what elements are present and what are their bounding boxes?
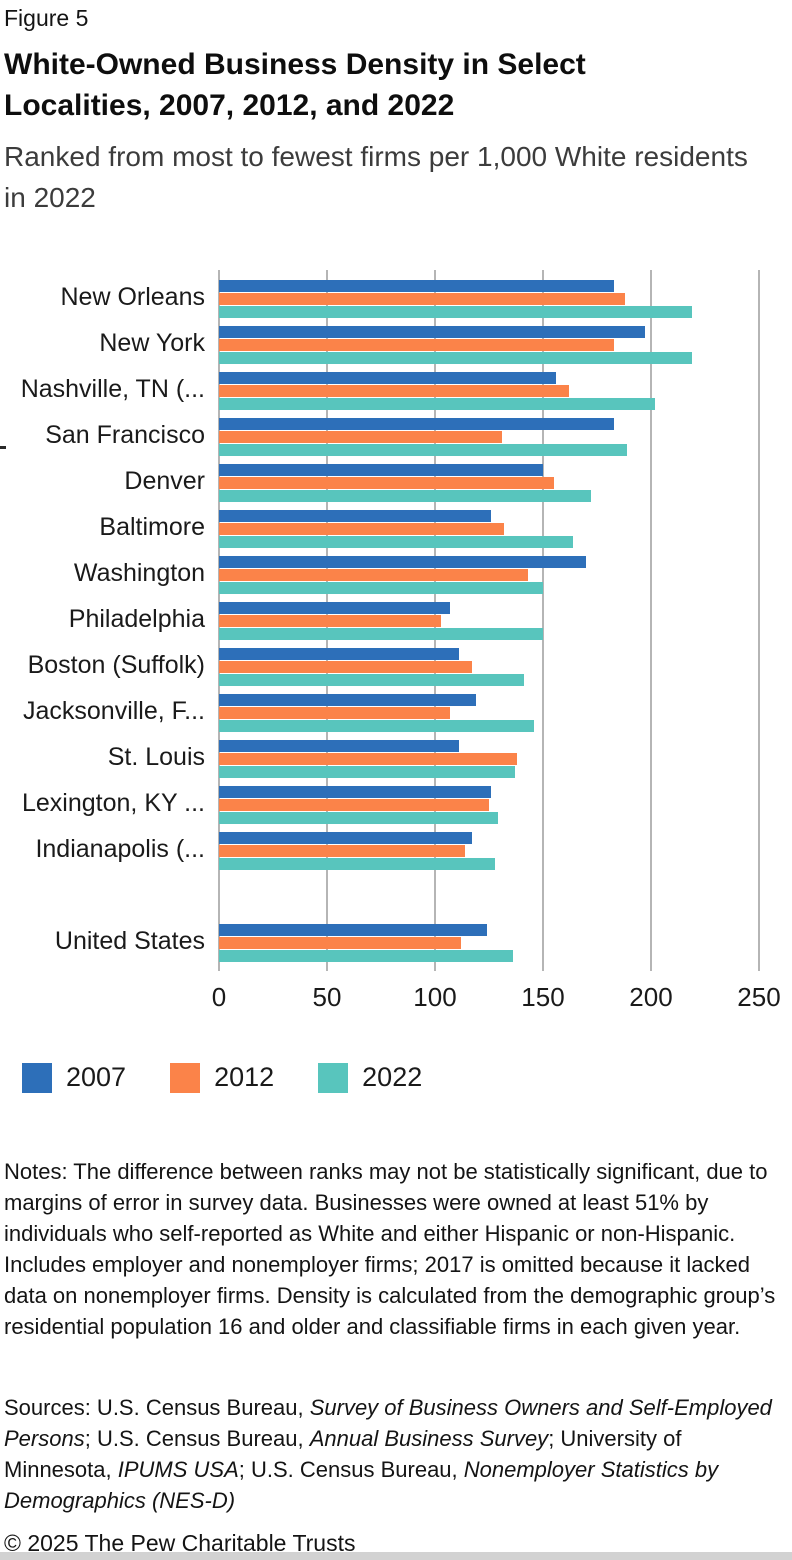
bar-2022[interactable] [219,536,574,548]
sources-text: Sources: U.S. Census Bureau, Survey of B… [4,1392,788,1516]
bar-2022[interactable] [219,444,628,456]
legend-label-2007: 2007 [66,1062,127,1092]
bar-2007[interactable] [219,786,492,798]
gridline-x-150 [542,270,544,962]
bar-2012[interactable] [219,523,505,535]
bar-2007[interactable] [219,740,459,752]
bar-2007[interactable] [219,694,477,706]
category-label: Philadelphia [68,605,205,633]
legend-item-2012: 2012 [170,1062,274,1093]
x-tick-label-50: 50 [312,982,342,1012]
chart-title: White-Owned Business Density in Select L… [4,48,586,122]
bar-2022[interactable] [219,398,656,410]
legend-item-2022: 2022 [318,1062,422,1093]
axis-tick-50 [326,962,328,971]
notes-text: Notes: The difference between ranks may … [4,1159,776,1339]
axis-tick-150 [542,962,544,971]
source-title: IPUMS USA [117,1457,239,1482]
x-tick-label-0: 0 [211,982,227,1012]
bar-2007[interactable] [219,372,556,384]
source-text: ; U.S. Census Bureau, [238,1457,464,1482]
bar-2022[interactable] [219,766,515,778]
category-label: Boston (Suffolk) [27,651,205,679]
bar-2012[interactable] [219,615,442,627]
gridline-x-200 [650,270,652,962]
legend-swatch-2007 [22,1062,52,1093]
bar-2007[interactable] [219,280,615,292]
x-tick-label-250: 250 [737,982,781,1012]
x-tick-label-100: 100 [413,982,457,1012]
bar-chart-plot-area: 0 50 100 150 200 250 New Orleans New York Nashvi… [21,270,781,1012]
bar-2007[interactable] [219,602,451,614]
bar-2022[interactable] [219,582,543,594]
bar-2007[interactable] [219,648,459,660]
axis-tick-100 [434,962,436,971]
figure-number: Figure 5 [4,5,89,31]
chart-subtitle: Ranked from most to fewest firms per 1,0… [4,141,748,213]
legend-swatch-2022 [318,1062,349,1093]
axis-tick-0 [218,962,220,971]
x-tick-label-150: 150 [521,982,565,1012]
category-label: Lexington, KY ... [22,789,205,817]
category-label: Nashville, TN (... [20,375,205,403]
bar-2022[interactable] [219,674,524,686]
legend-swatch-2012 [170,1062,201,1093]
category-label: Washington [73,559,205,587]
source-text: ; U.S. Census Bureau, [84,1426,310,1451]
source-text: Sources: U.S. Census Bureau, [4,1395,310,1420]
source-text: ; University of Minnesota, [4,1426,682,1482]
category-label: Denver [124,467,205,495]
category-label: United States [54,927,205,955]
bar-2012[interactable] [219,477,554,489]
legend-item-2007: 2007 [22,1062,126,1093]
bar-2007[interactable] [219,924,487,936]
source-title: Survey of Business Owners and Self-Emplo… [4,1395,772,1451]
bar-2007[interactable] [219,556,587,568]
bar-2022[interactable] [219,812,498,824]
bar-2022[interactable] [219,950,513,962]
bar-2012[interactable] [219,339,615,351]
bar-2022[interactable] [219,352,693,364]
axis-tick-250 [758,962,760,971]
bar-2007[interactable] [219,418,615,430]
bar-2012[interactable] [219,845,466,857]
bar-2012[interactable] [219,385,569,397]
source-title: Nonemployer Statistics by Demographics (… [4,1457,719,1513]
legend-label-2012: 2012 [214,1062,275,1092]
category-label: New Orleans [60,283,206,311]
legend-label-2022: 2022 [362,1062,423,1092]
bar-2022[interactable] [219,306,693,318]
bar-2012[interactable] [219,293,626,305]
category-label: Jacksonville, F... [22,697,205,725]
gridline-x-250 [758,270,760,962]
bar-2012[interactable] [219,431,502,443]
bar-2012[interactable] [219,707,451,719]
category-label: Baltimore [99,513,205,541]
bar-2007[interactable] [219,326,645,338]
category-label: Indianapolis (... [35,835,205,863]
bar-2007[interactable] [219,510,492,522]
bar-2012[interactable] [219,799,489,811]
bar-2022[interactable] [219,628,543,640]
bar-2007[interactable] [219,832,472,844]
category-label: St. Louis [107,743,205,771]
bar-2012[interactable] [219,753,518,765]
category-label: San Francisco [45,421,205,449]
footer-scrollbar-track[interactable] [0,1552,792,1560]
bar-2012[interactable] [219,569,528,581]
category-label: New York [99,329,205,357]
bar-2022[interactable] [219,720,535,732]
x-tick-label-200: 200 [629,982,673,1012]
cropped-axis-text-fragment [0,446,6,449]
bar-2022[interactable] [219,490,591,502]
source-title: Annual Business Survey [309,1426,549,1451]
chart-legend: 2007 2012 2022 [22,1062,466,1093]
bar-2022[interactable] [219,858,496,870]
bar-2007[interactable] [219,464,543,476]
copyright-text: © 2025 The Pew Charitable Trusts [4,1530,356,1556]
bar-2012[interactable] [219,661,472,673]
axis-tick-200 [650,962,652,971]
bar-2012[interactable] [219,937,461,949]
